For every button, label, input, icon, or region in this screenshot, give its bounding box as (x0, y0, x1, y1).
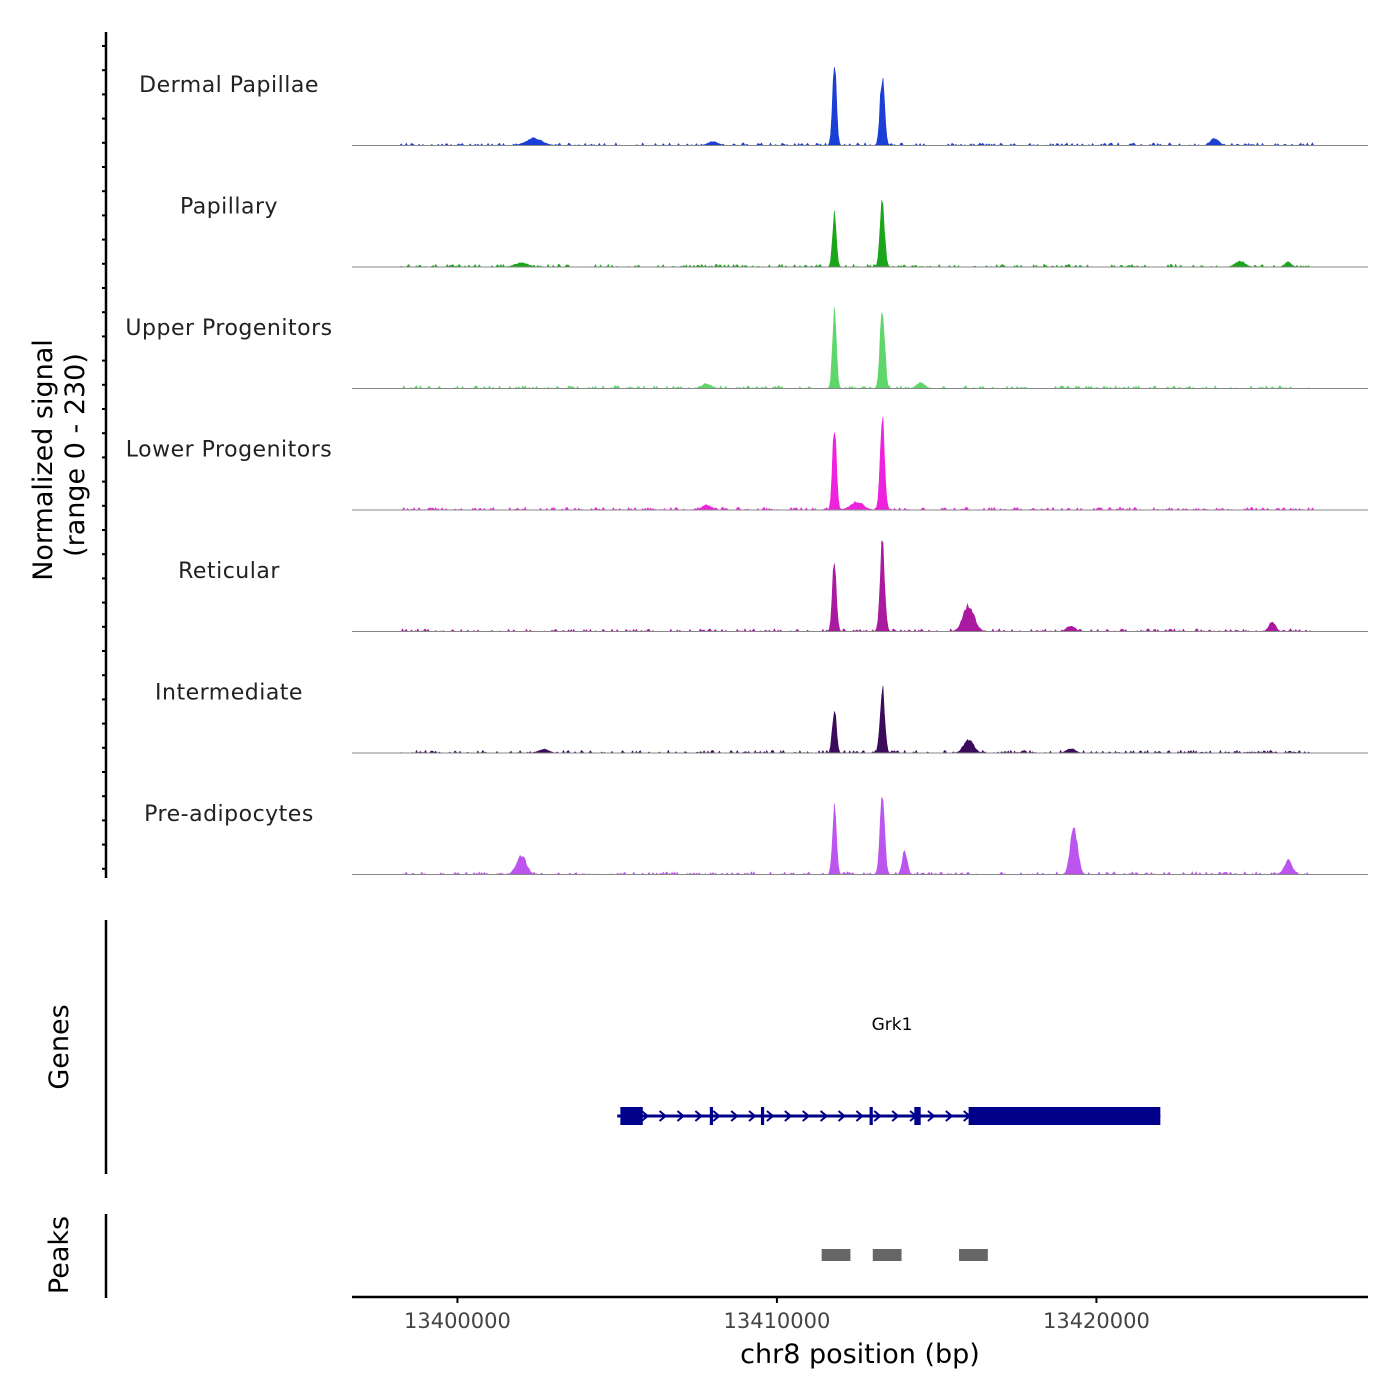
strand-arrow (694, 1110, 703, 1122)
track-lower-progenitors: Lower Progenitors (126, 416, 1368, 511)
strand-arrow (802, 1110, 811, 1122)
track-dermal-papillae: Dermal Papillae (139, 67, 1368, 147)
track-label: Upper Progenitors (125, 316, 332, 341)
signal-area (399, 67, 1314, 147)
y-axis (102, 32, 108, 878)
track-label: Lower Progenitors (126, 438, 332, 463)
track-reticular: Reticular (178, 540, 1368, 633)
track-label: Pre-adipocytes (144, 802, 314, 827)
gene-exon (760, 1107, 765, 1125)
strand-arrow (837, 1110, 847, 1122)
x-axis: 13400000 13410000 13420000 (352, 1295, 1368, 1333)
signal-area (399, 307, 1314, 390)
signal-area (399, 797, 1314, 876)
strand-arrow (766, 1110, 775, 1122)
peak-region (872, 1249, 902, 1261)
track-intermediate: Intermediate (155, 681, 1368, 754)
x-tick-label: 13400000 (404, 1309, 511, 1333)
strand-arrow (873, 1110, 882, 1122)
strand-arrow (784, 1110, 793, 1122)
track-upper-progenitors: Upper Progenitors (125, 307, 1368, 390)
strand-arrow (945, 1110, 954, 1122)
gene-grk1: Grk1 (617, 1015, 1161, 1125)
signal-area (399, 416, 1314, 511)
strand-arrow (748, 1110, 757, 1122)
strand-arrow (891, 1110, 900, 1122)
x-tick-label: 13420000 (1043, 1309, 1150, 1333)
x-axis-title: chr8 position (bp) (740, 1339, 980, 1370)
peak-region (821, 1249, 851, 1261)
signal-area (399, 686, 1314, 754)
gene-track: Grk1 (104, 920, 1161, 1174)
peaks-axis-title: Peaks (44, 1216, 75, 1294)
signal-tracks: Dermal Papillae Papillary Upper Progenitor… (125, 67, 1368, 876)
gene-label: Grk1 (872, 1015, 913, 1035)
strand-arrow (819, 1110, 829, 1122)
strand-arrow (658, 1110, 668, 1122)
peak-region (959, 1249, 988, 1261)
strand-arrow (641, 1110, 650, 1122)
strand-arrow (730, 1110, 739, 1122)
gene-exon (968, 1107, 1161, 1125)
strand-arrow (676, 1110, 686, 1122)
y-axis-title: Normalized signal (28, 339, 59, 581)
gene-exon (709, 1107, 714, 1125)
track-label: Intermediate (155, 681, 303, 706)
peak-track (104, 1214, 988, 1298)
signal-area (399, 540, 1314, 633)
gene-exon (869, 1107, 873, 1125)
genes-axis-title: Genes (44, 1004, 75, 1089)
x-tick-label: 13410000 (723, 1309, 830, 1333)
track-papillary: Papillary (180, 195, 1368, 268)
track-label: Papillary (180, 195, 278, 220)
track-label: Reticular (178, 559, 280, 584)
track-label: Dermal Papillae (139, 73, 319, 98)
strand-arrow (927, 1110, 936, 1122)
strand-arrow (712, 1110, 721, 1122)
strand-arrow (855, 1110, 864, 1122)
track-pre-adipocytes: Pre-adipocytes (144, 797, 1368, 876)
y-axis-range: (range 0 - 230) (60, 353, 91, 557)
signal-area (398, 200, 1314, 268)
gene-exon (914, 1107, 921, 1125)
gene-exon (620, 1107, 643, 1125)
